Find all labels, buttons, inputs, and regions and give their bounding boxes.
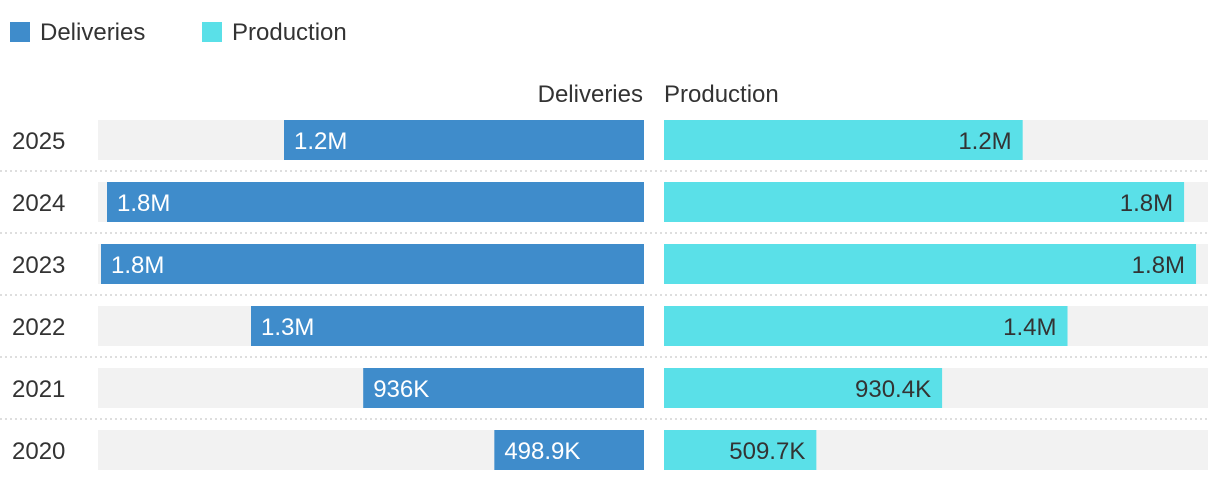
row-2021: 2021 936K 930.4K	[0, 368, 1210, 420]
bar-production	[664, 430, 817, 470]
bar-deliveries	[284, 120, 644, 160]
row-2022: 2022 1.3M 1.4M	[0, 306, 1210, 358]
legend-swatch-production	[202, 22, 222, 42]
column-headers: Deliveries Production	[538, 81, 779, 108]
bar-deliveries	[107, 182, 644, 222]
bar-production	[664, 182, 1185, 222]
value-label-deliveries: 936K	[373, 376, 429, 403]
value-label-production: 930.4K	[855, 376, 931, 403]
legend-label-deliveries: Deliveries	[40, 19, 145, 46]
year-label: 2022	[12, 314, 65, 341]
value-label-deliveries: 498.9K	[504, 438, 580, 465]
value-label-deliveries: 1.3M	[261, 314, 314, 341]
value-label-production: 509.7K	[729, 438, 805, 465]
value-label-deliveries: 1.8M	[117, 190, 170, 217]
bar-rows: 2025 1.2M 1.2M 2024 1.8M 1.8M 2023 1.8M 1.8M 2022…	[0, 120, 1210, 470]
legend-label-production: Production	[232, 19, 347, 46]
bar-production	[664, 120, 1023, 160]
bar-production	[664, 306, 1068, 346]
value-label-deliveries: 1.8M	[111, 252, 164, 279]
year-label: 2025	[12, 128, 65, 155]
header-deliveries: Deliveries	[538, 81, 643, 108]
row-2020: 2020 498.9K 509.7K	[12, 430, 1208, 470]
value-label-production: 1.8M	[1120, 190, 1173, 217]
year-label: 2023	[12, 252, 65, 279]
year-label: 2021	[12, 376, 65, 403]
value-label-production: 1.4M	[1003, 314, 1056, 341]
year-label: 2024	[12, 190, 65, 217]
legend-swatch-deliveries	[10, 22, 30, 42]
row-2024: 2024 1.8M 1.8M	[0, 182, 1210, 234]
header-production: Production	[664, 81, 779, 108]
value-label-production: 1.2M	[958, 128, 1011, 155]
year-label: 2020	[12, 438, 65, 465]
value-label-deliveries: 1.2M	[294, 128, 347, 155]
legend: Deliveries Production	[10, 19, 347, 46]
bar-deliveries	[363, 368, 644, 408]
bar-deliveries	[251, 306, 644, 346]
bar-deliveries	[101, 244, 644, 284]
row-2023: 2023 1.8M 1.8M	[0, 244, 1210, 296]
bar-production	[664, 368, 943, 408]
bar-production	[664, 244, 1197, 284]
bar-deliveries	[494, 430, 644, 470]
row-2025: 2025 1.2M 1.2M	[0, 120, 1210, 172]
value-label-production: 1.8M	[1132, 252, 1185, 279]
